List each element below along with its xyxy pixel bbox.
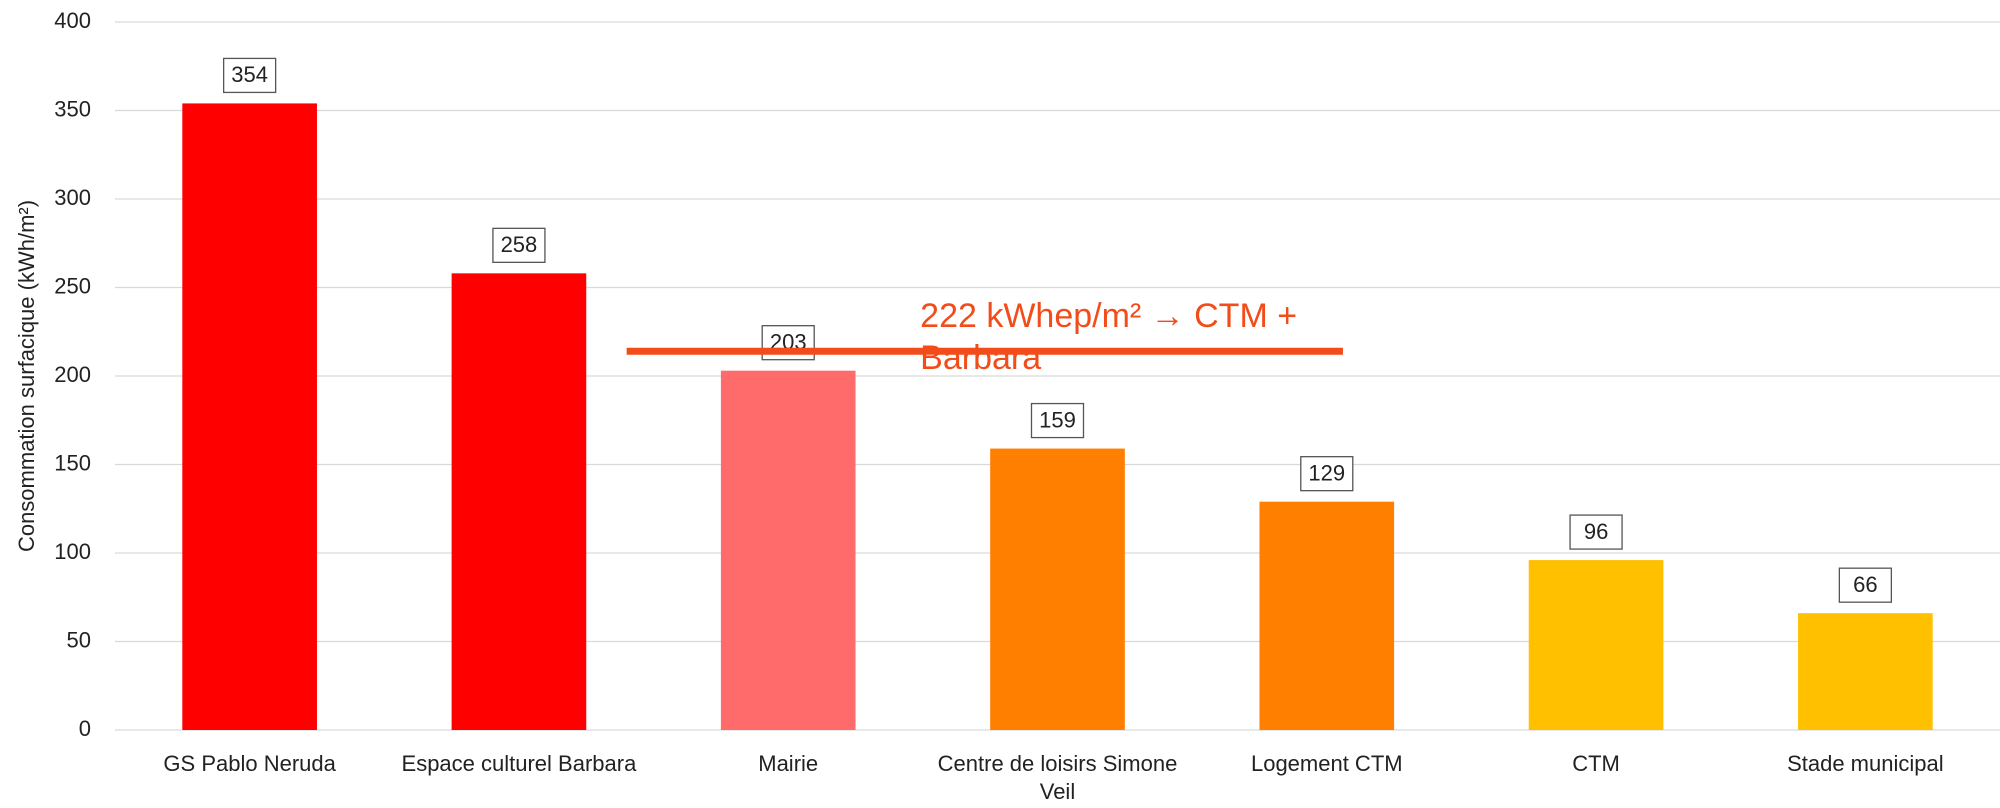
value-label-box	[1838, 567, 1893, 603]
x-tick-label: Centre de loisirs Simone Veil	[937, 751, 1178, 804]
x-tick-label: GS Pablo Neruda	[163, 751, 336, 776]
bar	[182, 103, 317, 731]
x-tick-label: Stade municipal	[1787, 751, 1944, 776]
y-tick-label: 0	[79, 716, 91, 741]
value-label-box	[1030, 402, 1085, 439]
value-label: 66	[1853, 572, 1877, 597]
x-tick-label: Logement CTM	[1250, 751, 1403, 776]
y-tick-label: 50	[67, 627, 91, 652]
x-tick-label: Espace culturel Barbara	[401, 751, 637, 776]
value-label: 96	[1584, 519, 1608, 544]
value-label-box	[1300, 456, 1354, 492]
y-tick-label: 350	[54, 96, 91, 121]
value-label-box	[492, 227, 546, 263]
value-label-box	[1569, 514, 1623, 550]
x-tick-label: CTM	[1572, 751, 1620, 776]
value-label-box	[222, 57, 277, 94]
y-tick-label: 150	[54, 450, 91, 475]
y-tick-label: 400	[54, 8, 91, 33]
value-label: 258	[501, 232, 538, 257]
bar	[990, 448, 1125, 730]
bar	[451, 273, 587, 730]
value-label: 354	[231, 62, 268, 87]
y-tick-label: 200	[54, 362, 91, 387]
y-tick-label: 250	[54, 273, 91, 298]
value-label: 129	[1308, 460, 1345, 485]
x-tick-label: Mairie	[758, 751, 819, 776]
bar	[1528, 560, 1664, 730]
y-tick-label: 100	[54, 539, 91, 564]
y-tick-label: 300	[54, 185, 91, 210]
annotation-text: 222 kWhep/m² → CTM + Barbara	[920, 297, 1298, 378]
bar	[1798, 613, 1933, 730]
bar	[1259, 501, 1395, 730]
bar	[720, 370, 856, 730]
y-axis-title: Consommation surfacique (kWh/m²)	[14, 200, 39, 552]
value-label: 159	[1039, 407, 1076, 432]
